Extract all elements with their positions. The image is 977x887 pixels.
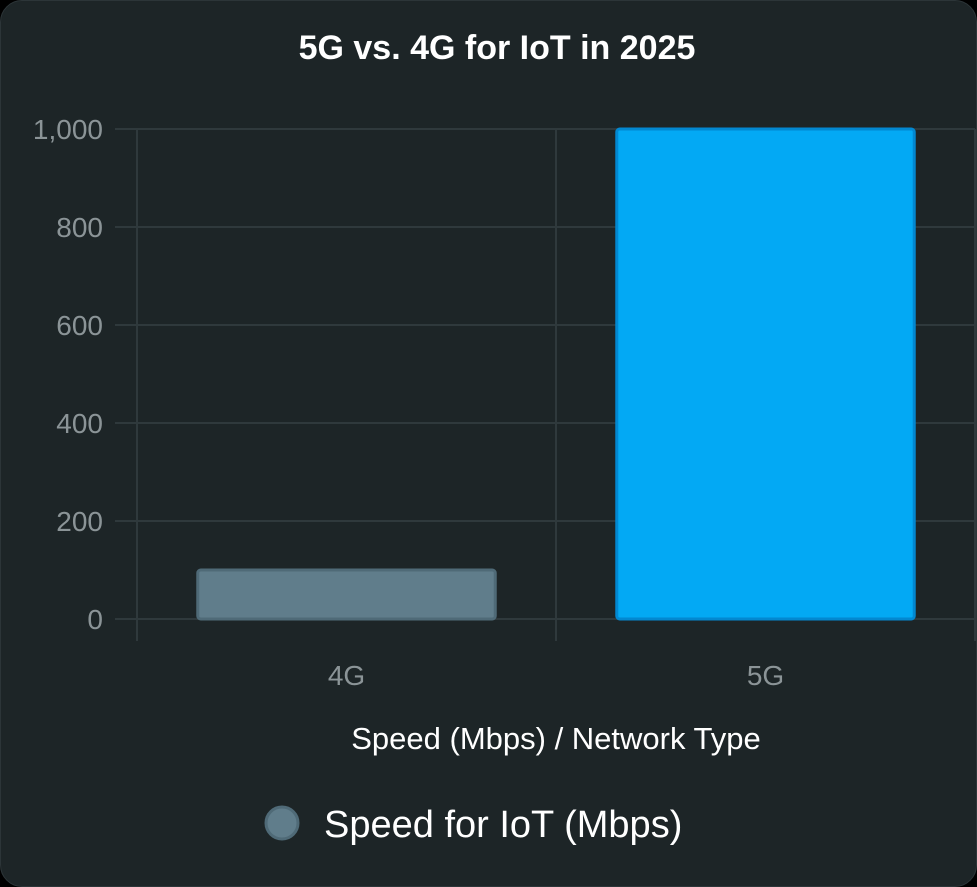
x-tick-label: 4G xyxy=(328,660,365,691)
chart-title: 5G vs. 4G for IoT in 2025 xyxy=(299,29,696,67)
y-tick-label: 1,000 xyxy=(33,114,103,145)
y-tick-label: 200 xyxy=(56,506,103,537)
y-tick-label: 0 xyxy=(87,604,103,635)
bars xyxy=(196,127,916,621)
bar-5g[interactable] xyxy=(615,127,916,621)
y-tick-label: 400 xyxy=(56,408,103,439)
legend-swatch xyxy=(264,805,300,841)
x-axis-title: Speed (Mbps) / Network Type xyxy=(351,721,761,756)
grid xyxy=(115,128,976,641)
legend[interactable]: Speed for IoT (Mbps) xyxy=(264,804,682,846)
x-tick-label: 5G xyxy=(747,660,784,691)
y-tick-label: 600 xyxy=(56,310,103,341)
y-tick-label: 800 xyxy=(56,212,103,243)
bar-4g[interactable] xyxy=(196,568,497,621)
y-axis-ticks: 0 200 400 600 800 1,000 xyxy=(33,114,103,635)
x-axis-ticks: 4G 5G xyxy=(328,660,784,691)
legend-label: Speed for IoT (Mbps) xyxy=(324,804,682,846)
